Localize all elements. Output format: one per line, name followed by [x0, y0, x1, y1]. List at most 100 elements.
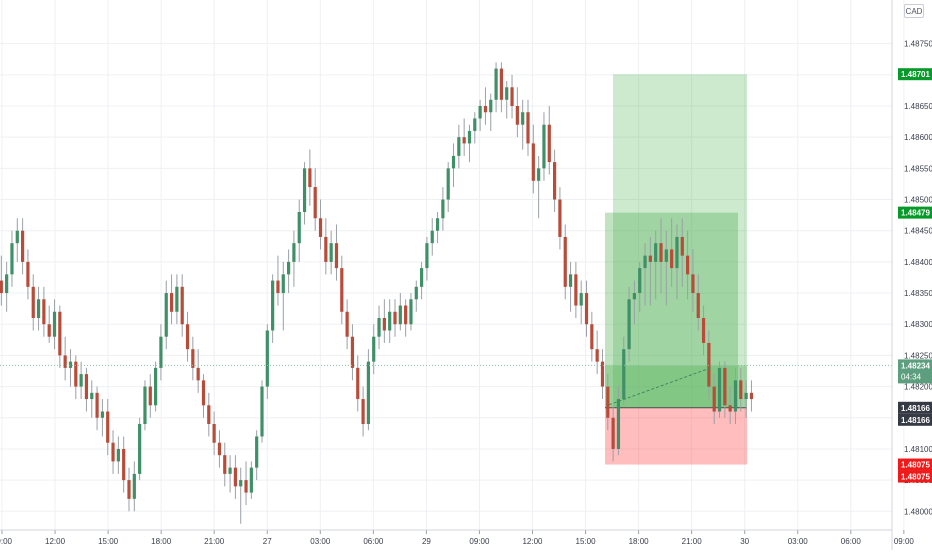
entry-price-tag-a-bg	[898, 401, 932, 414]
tp2-price-tag: 1.48701	[901, 70, 930, 79]
y-tick-label: 1.48350	[904, 289, 932, 298]
y-tick-label: 1.48550	[904, 164, 932, 173]
candle-body	[159, 336, 163, 368]
candle-body	[223, 455, 227, 474]
x-tick-label: 21:00	[204, 537, 225, 546]
y-tick-label: 1.48100	[904, 445, 932, 454]
candle-body	[611, 417, 615, 449]
y-tick-label: 1.48000	[904, 507, 932, 516]
candle-body	[111, 442, 115, 462]
x-tick-label: 30	[740, 537, 749, 546]
candle-body	[701, 318, 706, 343]
y-tick-label: 1.48600	[904, 133, 932, 142]
countdown-tag: 04:34	[901, 372, 922, 381]
candle-body	[654, 243, 658, 262]
candle-body	[212, 424, 216, 443]
candle-body	[404, 305, 408, 325]
currency-badge[interactable]: CAD	[904, 4, 924, 18]
price-lines	[0, 364, 892, 406]
candle-body	[281, 274, 285, 294]
stop-loss-zone	[605, 407, 747, 465]
candle-body	[462, 137, 466, 144]
candle-body	[435, 218, 440, 231]
candle-body	[68, 361, 73, 368]
candle-body	[334, 243, 339, 269]
candle-body	[276, 280, 280, 294]
candle-body	[744, 392, 748, 400]
x-tick-label: 03:00	[310, 537, 331, 546]
candle-body	[372, 336, 376, 362]
candle-body	[670, 249, 674, 269]
candle-body	[595, 349, 599, 362]
entry-price-tag-a: 1.48166	[901, 404, 930, 413]
candle-body	[271, 280, 275, 331]
candle-body	[106, 411, 110, 443]
candle-body	[185, 324, 190, 350]
candle-body	[643, 255, 647, 269]
candle-body	[0, 280, 3, 294]
candle-body	[505, 87, 509, 100]
x-tick-label: 09:00	[0, 537, 13, 546]
candle-body	[58, 311, 62, 356]
candle-body	[467, 130, 472, 144]
candle-body	[255, 436, 259, 468]
candle-body	[675, 236, 679, 269]
candle-body	[31, 286, 35, 318]
candle-body	[388, 311, 392, 331]
candle-body	[717, 367, 722, 412]
candle-body	[441, 199, 445, 219]
candle-body	[340, 268, 344, 312]
candle-body	[329, 243, 333, 262]
current-price-tag: 1.48234	[901, 361, 930, 370]
candle-body	[457, 137, 461, 156]
candle-body	[542, 124, 546, 169]
entry-price-tag-b-bg	[898, 413, 932, 426]
candle-body	[63, 355, 67, 368]
candle-body	[568, 274, 573, 287]
candle-body	[526, 112, 530, 144]
candle-body	[356, 367, 360, 400]
candle-body	[5, 274, 9, 294]
candle-body	[302, 168, 307, 212]
x-tick-label: 21:00	[682, 537, 703, 546]
y-tick-label: 1.48250	[904, 351, 932, 360]
candle-body	[175, 286, 179, 312]
candle-body	[627, 299, 631, 350]
position-zones	[605, 74, 747, 465]
candle-body	[287, 261, 291, 275]
candle-body	[239, 480, 243, 487]
candle-body	[451, 155, 456, 169]
candle-body	[728, 405, 732, 412]
candle-body	[393, 311, 397, 325]
candle-body	[228, 467, 232, 474]
stop-loss-tag-a-bg	[898, 458, 932, 471]
candle-body	[707, 342, 711, 387]
tp1-price-tag-bg	[898, 206, 932, 219]
candle-body	[138, 424, 142, 474]
candle-body	[90, 392, 94, 400]
x-tick-label: 09:00	[894, 537, 915, 546]
candle-body	[297, 212, 301, 244]
entry-price-tag-b: 1.48166	[901, 416, 930, 425]
candle-body	[606, 386, 610, 418]
stop-loss-tag-a: 1.48075	[901, 461, 930, 470]
candle-body	[74, 361, 78, 387]
candle-body	[292, 243, 296, 262]
candle-body	[409, 299, 413, 325]
x-tick-label: 09:00	[469, 537, 490, 546]
candle-body	[712, 386, 716, 412]
x-tick-label: 29	[422, 537, 431, 546]
y-tick-label: 1.48450	[904, 227, 932, 236]
x-tick-label: 06:00	[363, 537, 384, 546]
candle-body	[664, 249, 668, 262]
candle-body	[579, 293, 583, 306]
candle-body	[733, 380, 738, 412]
candle-body	[15, 230, 19, 244]
candle-body	[233, 467, 237, 487]
candle-body	[52, 311, 57, 337]
candle-body	[510, 87, 514, 106]
tp1-price-tag: 1.48479	[901, 209, 930, 218]
candle-body	[42, 299, 46, 325]
